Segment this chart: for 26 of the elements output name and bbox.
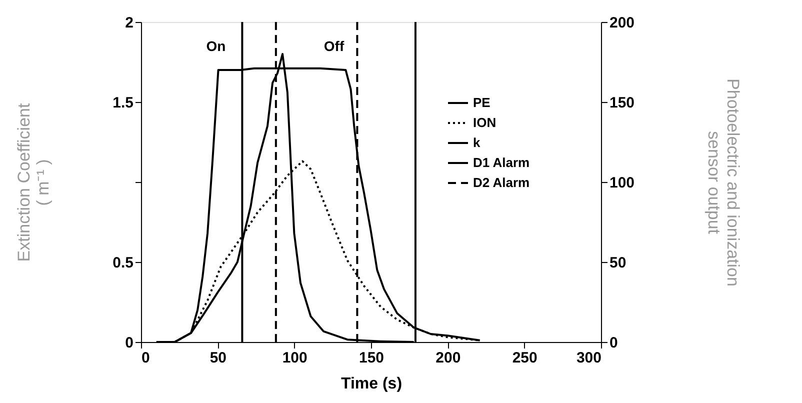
legend-label: D2 Alarm <box>473 175 530 190</box>
y2-tick-label: 100 <box>610 174 635 192</box>
y2-tick-label: 200 <box>610 14 635 32</box>
x-axis-title: Time (s) <box>340 376 402 392</box>
x-tick-label: 0 <box>142 350 150 366</box>
x-tick-label: 200 <box>436 350 461 366</box>
y-tick-label: 0 <box>125 334 134 352</box>
y2-axis-title: Photoelectric and ionization sensor output <box>704 78 743 286</box>
y2-tick-label: 0 <box>610 334 618 352</box>
x-tick-label: 50 <box>210 350 227 366</box>
x-tick-label: 150 <box>358 350 384 366</box>
x-tick-label: 100 <box>282 350 308 366</box>
x-tick-label: 300 <box>576 350 602 366</box>
y2-tick-label: 50 <box>610 254 626 272</box>
legend-label: PE <box>473 95 491 110</box>
y-tick-label: 0.5 <box>112 254 134 272</box>
y-tick-label: 2 <box>125 14 134 32</box>
annotation: On <box>206 38 226 54</box>
x-tick-label: 250 <box>512 350 538 366</box>
legend-label: ION <box>473 115 496 130</box>
legend-label: D1 Alarm <box>473 155 530 170</box>
y-axis-title: Extinction Coefficient ( m⁻¹ ) <box>14 103 53 262</box>
y2-tick-label: 150 <box>610 94 635 112</box>
legend-label: k <box>473 135 481 150</box>
annotation: Off <box>324 38 344 54</box>
y-tick-label: 1.5 <box>112 94 134 112</box>
